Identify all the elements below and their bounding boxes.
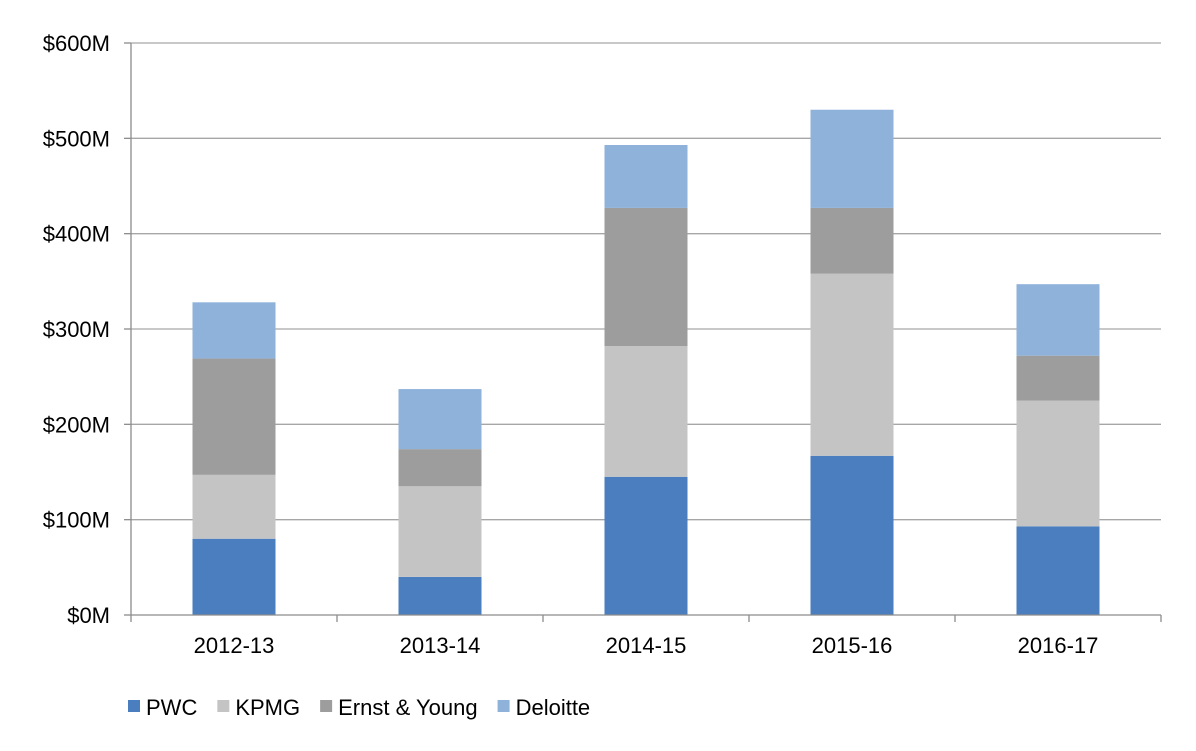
legend-label-kpmg: KPMG <box>235 695 300 720</box>
y-tick-label: $400M <box>43 222 110 247</box>
bar-segment-deloitte-2013-14 <box>398 389 482 450</box>
bar-segment-kpmg-2014-15 <box>604 346 688 477</box>
bar-segment-deloitte-2016-17 <box>1016 284 1100 356</box>
bars <box>192 109 1100 615</box>
y-tick-label: $200M <box>43 412 110 437</box>
legend-label-ernst-young: Ernst & Young <box>338 695 477 720</box>
bar-segment-pwc-2015-16 <box>810 455 894 615</box>
bar-segment-kpmg-2015-16 <box>810 273 894 456</box>
legend-label-pwc: PWC <box>146 695 197 720</box>
bar-segment-pwc-2012-13 <box>192 538 276 615</box>
legend-label-deloitte: Deloitte <box>516 695 591 720</box>
bar-segment-ernst-young-2013-14 <box>398 449 482 487</box>
x-tick-label: 2015-16 <box>812 633 893 658</box>
bar-segment-pwc-2016-17 <box>1016 526 1100 615</box>
x-tick-label: 2016-17 <box>1018 633 1099 658</box>
y-axis-ticks: $0M $100M $200M $300M $400M $500M $600M <box>43 31 110 628</box>
bar-segment-kpmg-2013-14 <box>398 486 482 577</box>
bar-segment-ernst-young-2014-15 <box>604 207 688 347</box>
bar-segment-ernst-young-2015-16 <box>810 207 894 274</box>
x-axis-ticks: 2012-13 2013-14 2014-15 2015-16 2016-17 <box>194 633 1099 658</box>
y-tick-label: $500M <box>43 126 110 151</box>
bar-segment-deloitte-2014-15 <box>604 145 688 208</box>
bar-segment-pwc-2014-15 <box>604 476 688 615</box>
legend: PWC KPMG Ernst & Young Deloitte <box>128 695 590 720</box>
bar-segment-deloitte-2015-16 <box>810 109 894 208</box>
y-tick-label: $0M <box>67 603 110 628</box>
legend-swatch-ernst-young <box>320 700 333 712</box>
x-tick-label: 2013-14 <box>400 633 481 658</box>
y-tick-label: $600M <box>43 31 110 56</box>
legend-swatch-kpmg <box>217 700 230 712</box>
bar-segment-kpmg-2012-13 <box>192 474 276 539</box>
legend-swatch-deloitte <box>497 700 510 712</box>
bar-segment-pwc-2013-14 <box>398 576 482 615</box>
bar-segment-kpmg-2016-17 <box>1016 400 1100 527</box>
y-tick-label: $100M <box>43 508 110 533</box>
bar-segment-deloitte-2012-13 <box>192 302 276 359</box>
bar-segment-ernst-young-2016-17 <box>1016 355 1100 401</box>
axes <box>124 42 1162 622</box>
x-tick-label: 2012-13 <box>194 633 275 658</box>
y-tick-label: $300M <box>43 317 110 342</box>
x-tick-label: 2014-15 <box>606 633 687 658</box>
bar-segment-ernst-young-2012-13 <box>192 358 276 475</box>
legend-swatch-pwc <box>128 700 140 712</box>
